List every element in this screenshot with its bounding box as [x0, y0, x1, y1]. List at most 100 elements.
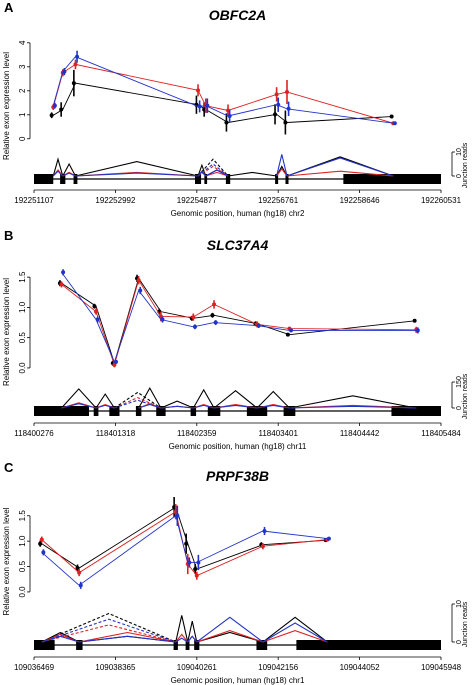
junction-arc [75, 161, 199, 177]
junction-arc [138, 386, 162, 409]
exon-block [343, 174, 441, 184]
data-point [392, 121, 397, 126]
junction-arc [205, 169, 229, 177]
panel-letter: B [4, 228, 13, 243]
panel-letter: C [4, 460, 14, 475]
data-point [285, 332, 290, 337]
data-point [73, 62, 78, 67]
data-point [62, 69, 67, 74]
junction-axis-label: Junction reads [462, 142, 469, 188]
panel-a: A OBFC2A 0 1 2 3 4 Relative exon expression lev… [2, 0, 469, 218]
junction-arc [289, 395, 417, 409]
data-point [273, 112, 278, 117]
junction-arc [262, 622, 328, 643]
junction-arc [289, 405, 417, 409]
series-line [52, 63, 394, 124]
exon-block [93, 406, 99, 416]
x-axis-label: Genomic position, human (hg18) chr11 [169, 442, 307, 451]
exon-block [173, 640, 178, 650]
junction-arc [114, 399, 162, 409]
y-tick-label: 0.0 [18, 362, 27, 374]
y-tick-label: 1.5 [18, 271, 27, 283]
y-tick-label: 0.0 [18, 586, 27, 598]
junction-arc [62, 172, 76, 177]
exon-block [109, 406, 120, 416]
data-point [256, 323, 261, 328]
junction-arc [61, 403, 97, 409]
data-point [192, 324, 197, 329]
junction-arc [196, 630, 264, 643]
data-point [112, 362, 117, 367]
x-tick-label: 118404442 [340, 429, 380, 438]
y-axis-label: Relative exon expression level [2, 278, 11, 386]
x-tick-label: 109040261 [177, 663, 218, 672]
series-line [61, 279, 417, 367]
exon-block [285, 174, 289, 184]
data-point [283, 120, 288, 125]
y-tick-label: 2 [18, 88, 27, 93]
data-point [38, 541, 43, 546]
y-tick-label: 0.5 [18, 560, 27, 572]
junction-arc [95, 393, 115, 409]
junction-arc [213, 389, 258, 409]
exon-block [34, 406, 90, 416]
data-point [175, 513, 180, 518]
panel-title: PRPF38B [206, 468, 269, 484]
data-point [415, 328, 420, 333]
exon-block [190, 406, 197, 416]
data-point [286, 106, 291, 111]
data-point [196, 88, 201, 93]
data-point [75, 54, 80, 59]
data-point [59, 107, 64, 112]
junction-arc [213, 404, 258, 409]
exon-block [156, 406, 166, 416]
junction-arc [286, 170, 394, 177]
junction-arc [187, 620, 198, 643]
exon-block [34, 640, 55, 650]
x-axis-label: Genomic position, human (hg18) chr1 [171, 676, 305, 685]
data-point [41, 550, 46, 555]
data-point [114, 359, 119, 364]
series-line [41, 506, 328, 570]
data-point [274, 92, 279, 97]
data-point [61, 270, 66, 275]
series-line [61, 272, 417, 364]
junction-arc [187, 635, 198, 643]
junction-arc [256, 390, 290, 409]
junction-arc [193, 404, 215, 409]
data-point [389, 114, 394, 119]
junction-arc [262, 630, 328, 643]
data-point [78, 583, 83, 588]
junction-tick-label: 0 [456, 640, 463, 644]
y-tick-label: 1.0 [18, 535, 27, 547]
y-tick-label: 1 [18, 112, 27, 117]
x-axis-label: Genomic position, human (hg18) chr2 [171, 209, 305, 218]
x-tick-label: 109036469 [14, 663, 55, 672]
x-tick-label: 118405484 [421, 429, 461, 438]
y-axis-label: Relative exon expression level [2, 507, 11, 615]
data-point [213, 320, 218, 325]
data-point [187, 560, 192, 565]
panel-title: OBFC2A [209, 7, 267, 23]
junction-arc [52, 170, 64, 177]
x-tick-label: 192260531 [421, 196, 462, 205]
x-tick-label: 192251107 [14, 196, 54, 205]
junction-arc [75, 172, 199, 177]
x-tick-label: 192254877 [177, 196, 218, 205]
junction-arc [205, 171, 229, 177]
exon-block [283, 406, 296, 416]
exon-block [204, 174, 208, 184]
exon-block [135, 406, 142, 416]
x-tick-label: 109038365 [95, 663, 136, 672]
junction-arc [175, 637, 189, 643]
junction-arc [262, 616, 328, 643]
junction-arc [79, 635, 176, 643]
x-tick-label: 118402359 [177, 429, 217, 438]
data-point [210, 313, 215, 318]
x-tick-label: 118400276 [14, 429, 54, 438]
x-tick-label: 109044052 [340, 663, 381, 672]
panel-c: C PRPF38B 0.0 0.5 1.0 1.5 Relative exon expres… [2, 460, 469, 685]
data-point [205, 103, 210, 108]
exon-block [195, 174, 202, 184]
exon-block [76, 640, 83, 650]
